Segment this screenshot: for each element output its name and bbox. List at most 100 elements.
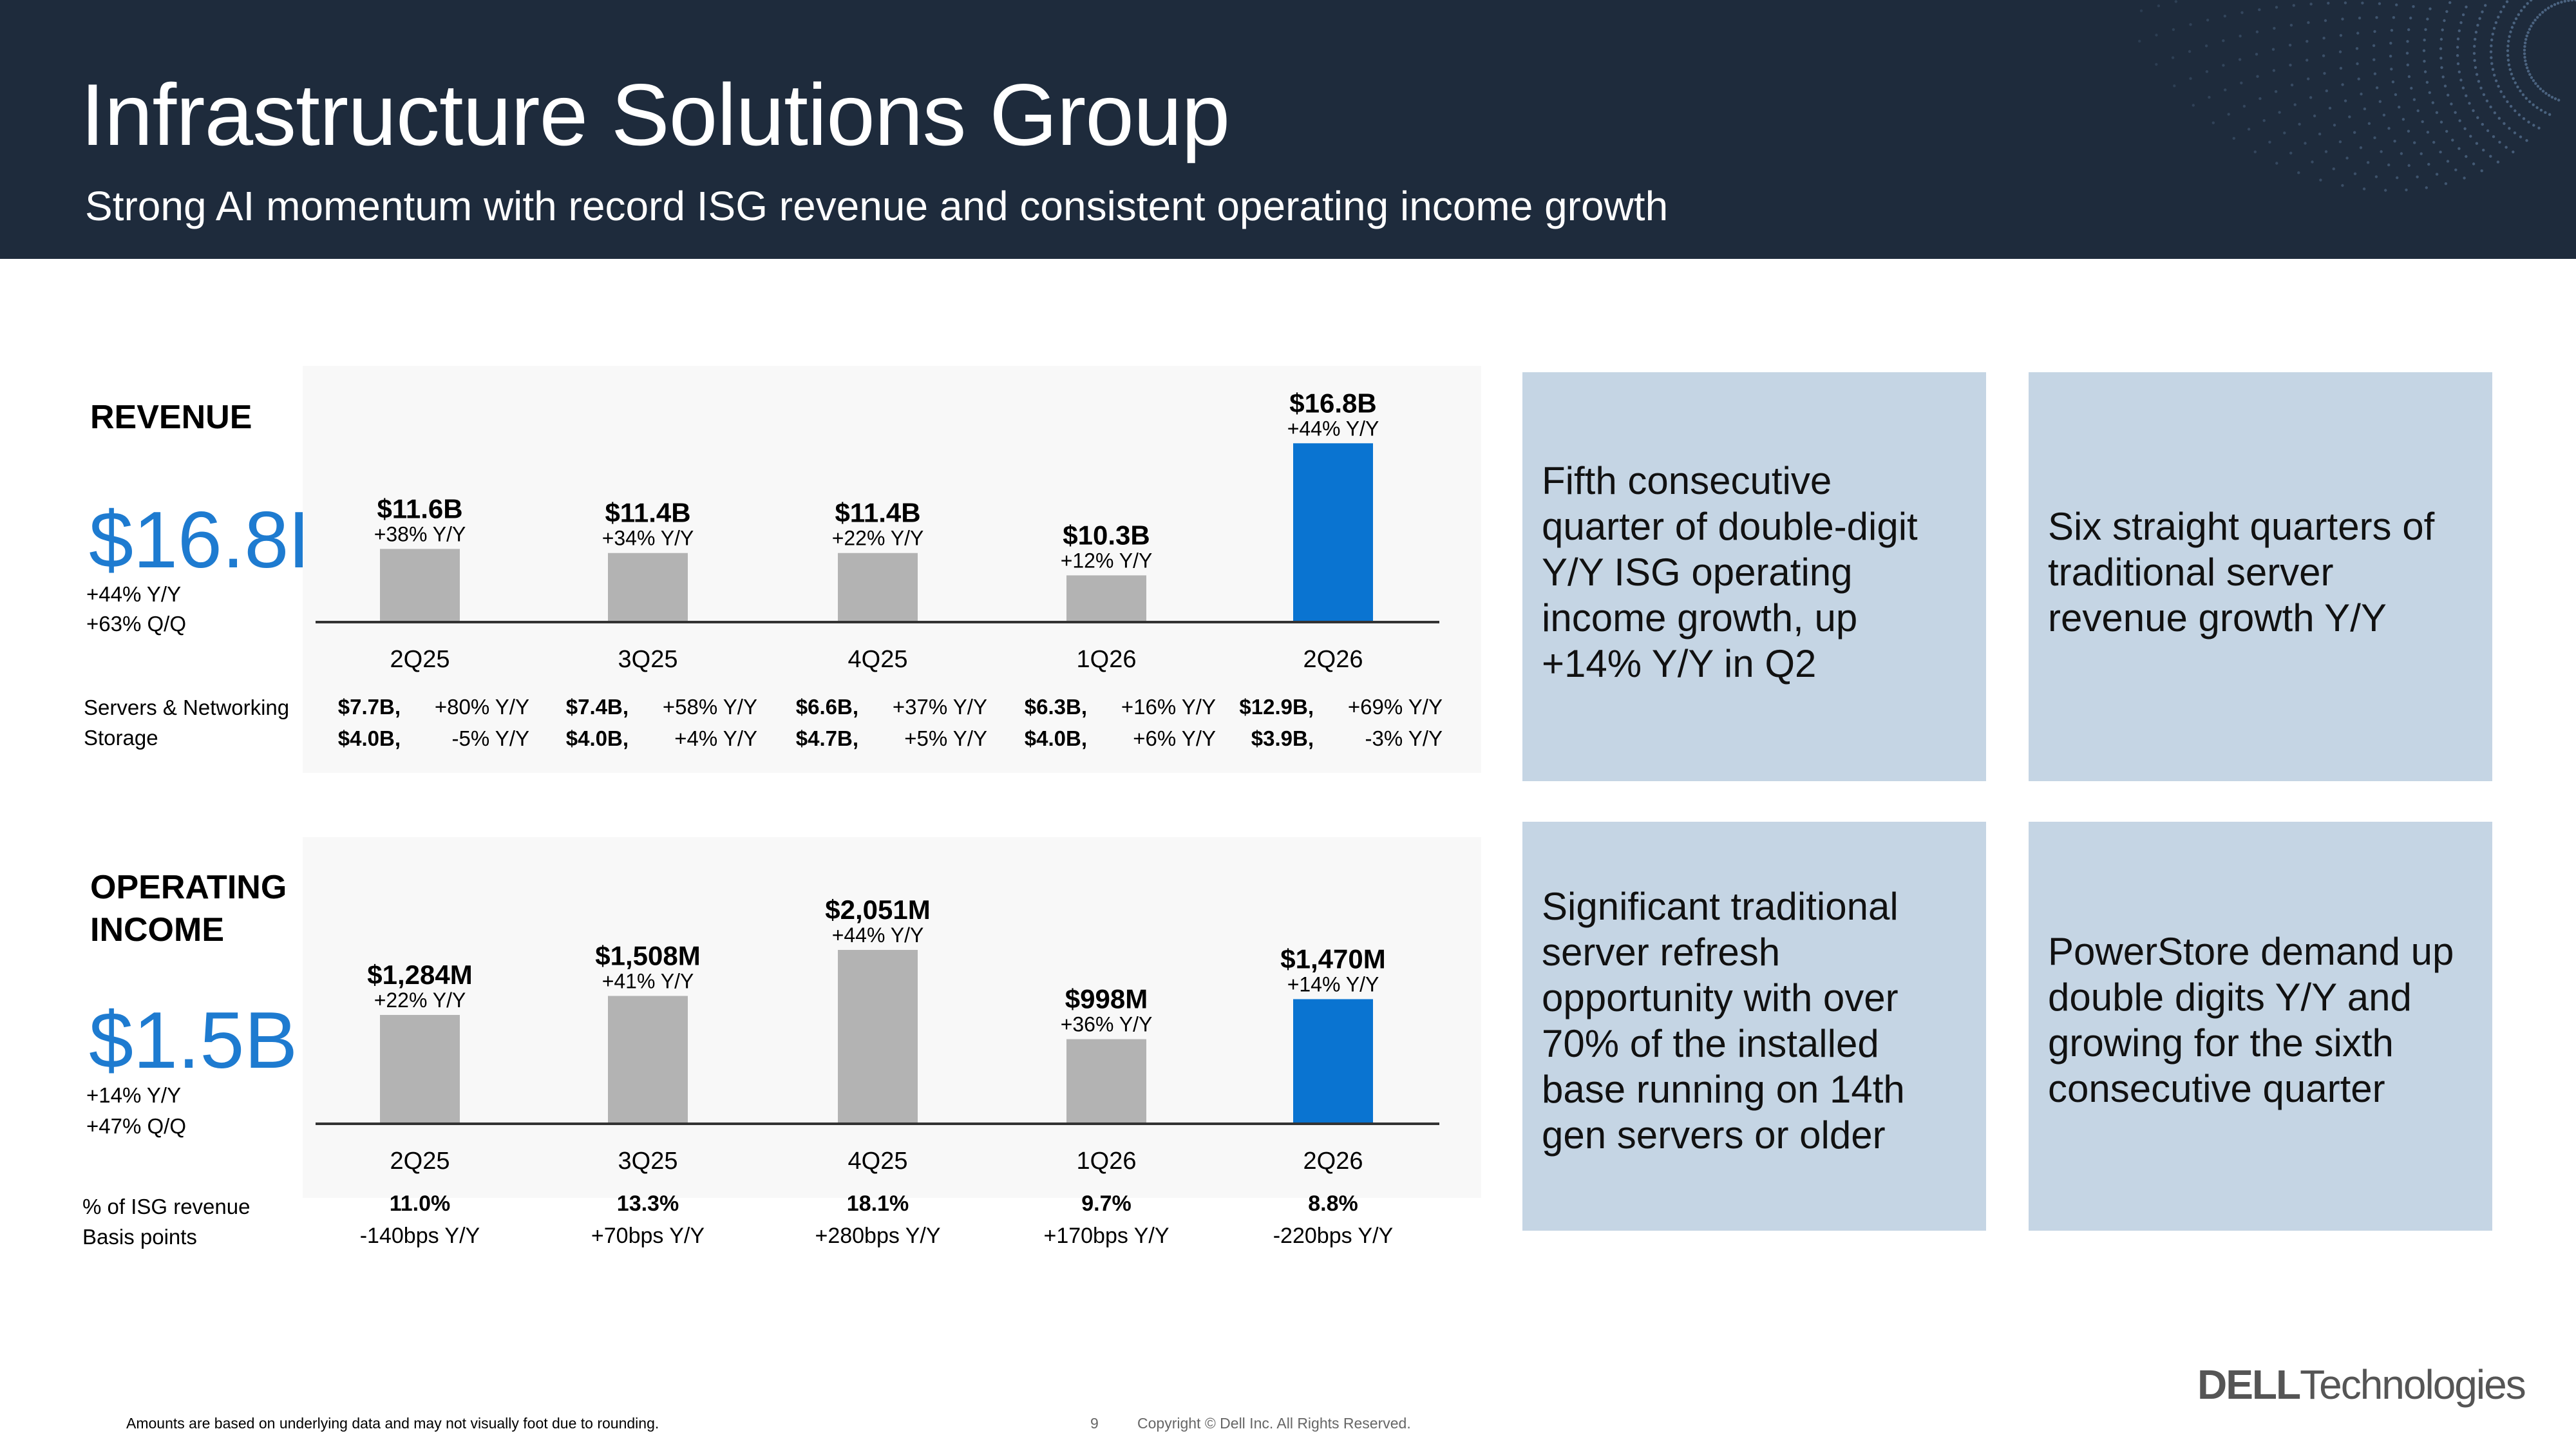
header-dot xyxy=(2532,21,2535,24)
operating-income-qq: +47% Q/Q xyxy=(86,1114,186,1138)
header-dot xyxy=(2546,6,2550,10)
header-dot xyxy=(2382,113,2386,117)
header-dot xyxy=(2484,4,2487,7)
callout-line: Six straight quarters of xyxy=(2048,505,2435,548)
header-dot xyxy=(2406,63,2409,67)
header-dot xyxy=(2239,34,2242,38)
header-dot xyxy=(2332,167,2335,171)
header-dot xyxy=(2486,129,2490,133)
category-label: 1Q26 xyxy=(1077,1148,1137,1175)
header-dot xyxy=(2348,115,2351,118)
header-dot xyxy=(2505,0,2509,3)
header-dot xyxy=(2355,47,2359,50)
header-dot xyxy=(2524,38,2528,41)
header-dot xyxy=(2372,44,2376,48)
header-dot xyxy=(2426,17,2429,21)
header-dot xyxy=(2506,44,2510,48)
header-dot xyxy=(2490,44,2493,48)
header-dot xyxy=(2420,152,2423,155)
breakdown-value: $7.4B, xyxy=(566,695,629,719)
header-dot xyxy=(2441,28,2444,32)
header-dot xyxy=(2247,128,2251,131)
breakdown-growth: +80% Y/Y xyxy=(435,695,529,719)
header-dot xyxy=(2507,39,2510,43)
header-dot xyxy=(2272,69,2276,72)
header-dot xyxy=(2172,28,2175,32)
header-dot xyxy=(2514,109,2517,113)
header-dot xyxy=(2499,10,2503,14)
bar-1Q26 xyxy=(1066,1039,1146,1124)
header-dot xyxy=(2508,35,2511,38)
bar-growth-label: +22% Y/Y xyxy=(374,989,466,1012)
header-dot xyxy=(2392,16,2396,19)
header-dot xyxy=(2327,1,2330,5)
callout-server-refresh: Significant traditional server refresh o… xyxy=(1522,822,1986,1231)
header-dot xyxy=(2521,93,2525,97)
header-dot xyxy=(2416,175,2419,178)
header-dot xyxy=(2139,9,2143,12)
header-dot xyxy=(2474,30,2478,34)
header-dot xyxy=(2391,80,2395,84)
basis-points-value: -220bps Y/Y xyxy=(1273,1224,1394,1248)
header-dot xyxy=(2297,171,2300,175)
bar-3Q25 xyxy=(608,553,688,622)
header-dot xyxy=(2503,122,2506,125)
header-dot xyxy=(2374,175,2378,178)
operating-income-label-line2: INCOME xyxy=(90,911,224,949)
header-dot xyxy=(2474,66,2477,70)
header-dot xyxy=(2359,146,2363,149)
header-dot xyxy=(2476,24,2479,27)
header-dot xyxy=(2256,75,2259,78)
revenue-label: REVENUE xyxy=(90,399,252,436)
bar-value-label: $16.8B xyxy=(1289,388,1376,418)
header-dot xyxy=(2532,103,2535,106)
callout-line: Significant traditional xyxy=(1542,885,1899,928)
header-dot xyxy=(2456,37,2460,41)
header-dot xyxy=(2550,95,2554,99)
header-dot xyxy=(2512,21,2515,24)
header-dot xyxy=(2293,103,2297,106)
header-dot xyxy=(2519,135,2523,138)
header-dot xyxy=(2338,50,2342,53)
header-dot xyxy=(2498,140,2501,144)
header-dot xyxy=(2544,8,2547,12)
header-dot xyxy=(2496,160,2500,164)
header-dot xyxy=(2556,1,2560,5)
breakdown-value: $4.0B, xyxy=(1025,726,1087,750)
header-dot xyxy=(2356,62,2359,66)
header-dot xyxy=(2451,138,2454,142)
header-dot xyxy=(2227,113,2230,116)
callout-line: quarter of double-digit xyxy=(1542,505,1918,548)
header-dot xyxy=(2389,41,2392,45)
bar-1Q26 xyxy=(1066,575,1146,622)
revenue-big-value: $16.8B xyxy=(89,496,343,585)
header-dot xyxy=(2475,142,2479,145)
header-dot xyxy=(2539,108,2543,112)
header-dot xyxy=(2505,146,2508,149)
header-dot xyxy=(2341,17,2344,21)
header-dot xyxy=(2311,160,2314,164)
header-dot xyxy=(2338,140,2342,144)
revenue-yy: +44% Y/Y xyxy=(86,582,182,606)
header-dot xyxy=(2485,99,2489,102)
pct-isg-revenue-value: 9.7% xyxy=(1081,1191,1132,1216)
header-dot xyxy=(2465,5,2468,8)
header-dot xyxy=(2525,34,2528,37)
breakdown-value: $6.6B, xyxy=(796,695,858,719)
breakdown-growth: +5% Y/Y xyxy=(904,726,987,750)
header-dot xyxy=(2339,33,2343,37)
header-dot xyxy=(2344,99,2347,102)
header-dot xyxy=(2275,162,2278,165)
header-dot xyxy=(2490,56,2493,59)
bar-growth-label: +44% Y/Y xyxy=(832,923,924,947)
header-dot xyxy=(2506,53,2510,57)
header-dot xyxy=(2274,90,2278,93)
bar-growth-label: +38% Y/Y xyxy=(374,522,466,545)
header-dot xyxy=(2499,90,2503,93)
header-dot xyxy=(2524,59,2527,62)
header-dot xyxy=(2375,86,2379,90)
header-dot xyxy=(2366,161,2370,164)
header-dot xyxy=(2570,0,2574,2)
header-dot xyxy=(2395,3,2398,6)
header-dot xyxy=(2510,26,2514,29)
